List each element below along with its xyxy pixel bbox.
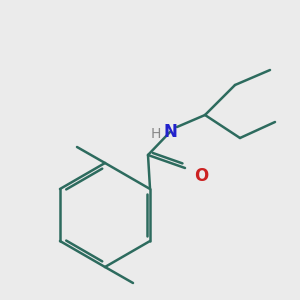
- Text: O: O: [194, 167, 208, 185]
- Text: N: N: [163, 123, 177, 141]
- Text: H: H: [151, 127, 161, 141]
